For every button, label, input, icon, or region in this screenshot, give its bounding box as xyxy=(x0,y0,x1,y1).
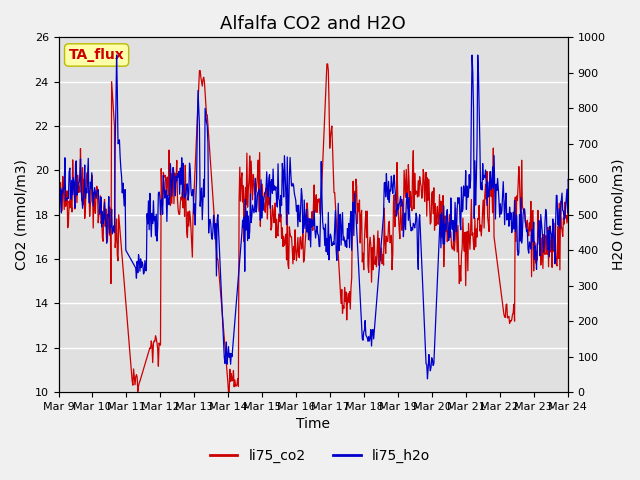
Title: Alfalfa CO2 and H2O: Alfalfa CO2 and H2O xyxy=(220,15,406,33)
X-axis label: Time: Time xyxy=(296,418,330,432)
Y-axis label: CO2 (mmol/m3): CO2 (mmol/m3) xyxy=(15,159,29,270)
Y-axis label: H2O (mmol/m3): H2O (mmol/m3) xyxy=(611,159,625,270)
Text: TA_flux: TA_flux xyxy=(68,48,124,62)
Legend: li75_co2, li75_h2o: li75_co2, li75_h2o xyxy=(204,443,436,468)
